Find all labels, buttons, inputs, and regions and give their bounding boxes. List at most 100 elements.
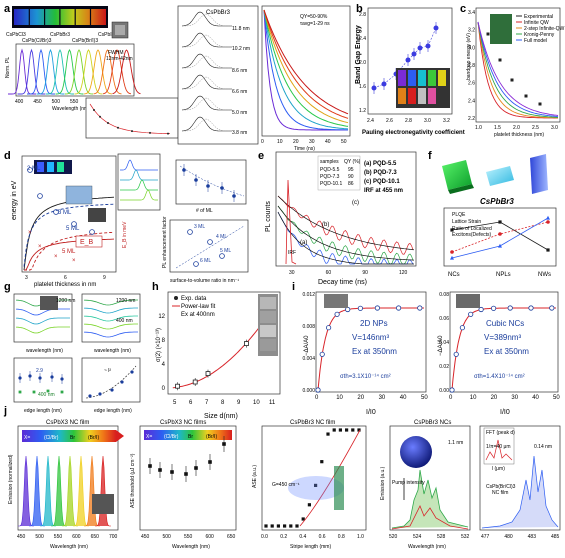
c-exp-point [524,94,528,98]
j4-xtick-2: 528 [437,534,446,540]
g-tr-trace [83,315,138,322]
j3-slab [334,466,344,510]
j3-title: CsPbBr3 NC film [290,420,335,426]
d-surface-fit [175,225,245,269]
panel-g: 1200 nm 1200 nm 400 nm wavelength (nm) w… [13,293,141,414]
i-point [319,351,325,357]
panel-b: 2.4 2.6 2.8 3.0 3.2 1.2 1.6 2.0 2.4 2.8 Band Gap… [355,7,465,136]
h-legend-1: Exp. data [181,296,207,302]
i-right-v: V=389nm³ [484,333,521,342]
d-ml-inset-frame [175,159,247,205]
j3-point [270,524,274,528]
bandgap-tile [398,88,406,104]
j5-inset-title: FFT (peak d) [486,430,515,436]
color-decay-curves [263,9,349,131]
d-platelet-sketch [65,185,93,205]
i-left-sigma: σth=3.1X10⁻¹⁴ cm² [340,373,391,380]
radius-point [93,109,95,111]
h-point [205,371,211,377]
bandgap-xtick-1: 2.6 [386,118,393,124]
h-xtick-3: 8 [221,400,225,406]
bandgap-xtick-4: 3.2 [443,118,450,124]
j5-label: CsPb(Br/Cl)3 [486,484,516,490]
i-point [453,351,459,357]
c-curve [477,21,559,118]
c-curve [477,21,558,119]
c-legend-1: Infinite QW [524,20,549,26]
j4-spectra [391,469,469,530]
e-table-h1: samples [320,159,339,165]
i-left-xlabel: I/I0 [366,409,376,416]
i-left-xtick-4: 40 [400,395,407,401]
bandgap-tile [438,70,446,86]
c-curve [477,21,558,119]
d-surface-point [207,239,213,245]
d-vial-1 [37,162,44,172]
layer-4: 6.6 nm [232,89,247,95]
j2-xtick-3: 600 [206,534,215,540]
j1-arrow-clbr: (Cl/Br) [44,435,59,441]
f-frame [443,207,557,267]
j3-point [320,460,324,464]
vial-caption-i: CsPbI3 [98,32,115,38]
j4-xtick-1: 524 [413,534,422,540]
f-cat-1: NCs [448,272,460,278]
d-spectrum [120,179,158,191]
vial-caption-br: CsPbBr3 [50,32,70,38]
e-legend-irf: IRF at 455 nm [364,188,403,194]
d-ml-point [232,194,236,198]
j5-xtick-2: 483 [528,534,537,540]
g-tl-tem [40,296,58,310]
decay-stack-frame [177,5,259,145]
c-ytick-1: 2.4 [468,98,475,104]
c-legend-3: Kronig-Penny [524,32,555,38]
e-fit [277,205,415,261]
fwhm-label: FWHM [108,50,124,56]
g-br-points [85,365,137,399]
h-xtick-2: 7 [205,400,209,406]
pl-peak [102,49,132,95]
c-ytick-6: 3.4 [468,10,475,16]
f-plqe-point [498,220,502,224]
d-cross: × [54,254,58,260]
e-curve-irf: IRF [288,250,296,256]
j3-xticks: 0.0 0.2 0.4 0.6 0.8 1.0 [261,534,364,540]
j2-point [158,468,162,472]
bandgap-xlabel: Pauling electronegativity coefficient [362,130,465,136]
h-point [192,379,198,385]
decay-title: CsPbBr3 [206,10,231,16]
j1-arrow-x: X= [24,435,30,441]
g-bl-points [18,371,64,394]
g-br-point [130,370,134,374]
pl-peak [112,49,141,95]
g-bl-point [50,375,54,379]
decay-trace-dash [182,97,232,111]
c-curve [477,21,559,118]
bandgap-xtick-3: 3.0 [424,118,431,124]
pl-xtick-1: 450 [33,99,42,105]
radius-point [117,126,119,129]
i-point [549,305,555,311]
i-right-xtick-1: 10 [470,395,477,401]
layer-2: 10.2 nm [232,46,250,52]
color-decay-trace [263,9,348,131]
j5-spectrum-line [481,455,559,529]
g-bl-point [18,376,22,380]
d-inset2-l1: 3 ML [194,224,205,230]
j1-ylabel: Emission (normalized) [8,454,14,504]
d-eb-box [75,235,103,248]
pl-xtick-2: 500 [52,99,61,105]
j1-title: CsPbX3 NC film [46,420,89,426]
j2-title: CsPbX3 NC films [160,420,206,426]
j2-xtick-2: 550 [184,534,193,540]
c-nanoplatelet-photo [490,14,512,44]
d-surface-point [187,229,193,235]
layer-5: 5.0 nm [232,110,247,116]
j2-xtick-0: 450 [141,534,150,540]
f-ratio-point [450,255,454,260]
i-right-xtick-3: 30 [511,395,518,401]
bandgap-tile [408,70,416,86]
